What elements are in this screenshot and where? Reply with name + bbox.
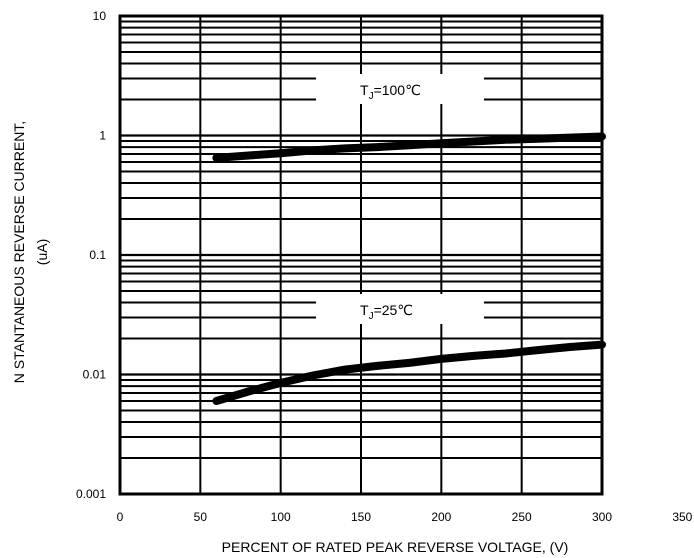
x-axis-label: PERCENT OF RATED PEAK REVERSE VOLTAGE, (… — [222, 539, 569, 555]
x-tick-label: 0 — [117, 510, 124, 524]
annotations: TJ=100℃ TJ=25℃ — [316, 74, 484, 324]
plot-border — [118, 14, 604, 496]
y-tick-label: 0.001 — [76, 487, 106, 501]
x-tick-label: 50 — [194, 510, 208, 524]
y-axis-label-line1: N STANTANEOUS REVERSE CURRENT, — [11, 121, 27, 383]
tick-labels: 0 50 100 150 200 250 300 350 0.001 0.01 0.1 1 10 — [76, 9, 693, 524]
x-tick-label: 200 — [431, 510, 451, 524]
series-line-1 — [212, 340, 606, 405]
x-tick-label: 150 — [351, 510, 371, 524]
plot-frame — [118, 14, 604, 496]
y-axis-label-line2: (uA) — [34, 239, 50, 265]
x-tick-label: 100 — [271, 510, 291, 524]
y-tick-label: 0.1 — [89, 248, 106, 262]
series-annotation-0: TJ=100℃ — [360, 82, 421, 102]
y-tick-label: 10 — [93, 9, 107, 23]
y-tick-label: 1 — [99, 129, 106, 143]
annotation-box-1 — [316, 294, 484, 324]
series-layer — [212, 132, 606, 405]
series-line-0 — [212, 132, 606, 162]
x-tick-label: 350 — [672, 510, 692, 524]
x-tick-label: 250 — [512, 510, 532, 524]
y-tick-label: 0.01 — [83, 368, 107, 382]
x-tick-label: 300 — [592, 510, 612, 524]
annotation-box-0 — [316, 74, 484, 104]
series-annotation-1: TJ=25℃ — [360, 302, 413, 322]
